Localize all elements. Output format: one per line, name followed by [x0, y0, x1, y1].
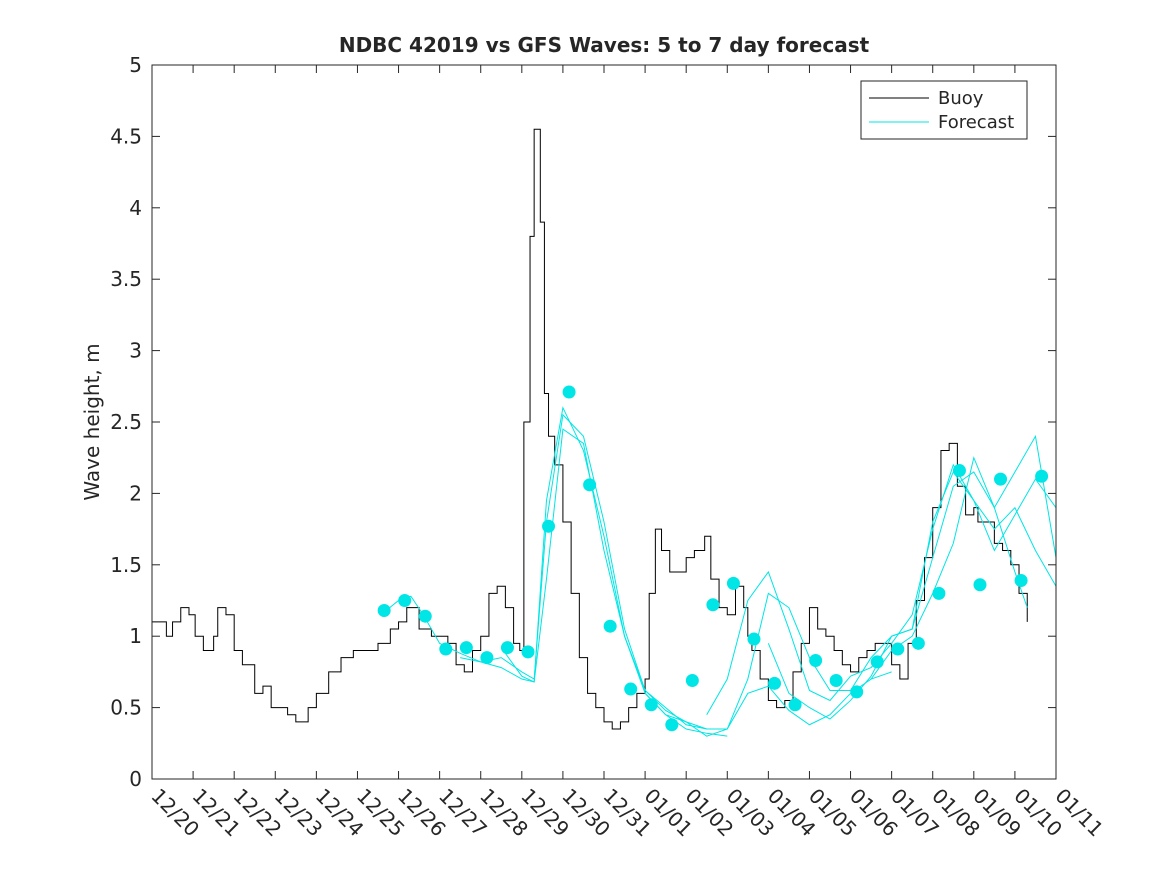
forecast-marker [480, 651, 494, 665]
y-axis-ticks: 0 0.5 1 1.5 2 2.5 3 3.5 4 4.5 5 [110, 53, 1056, 791]
forecast-marker [644, 698, 658, 712]
legend-buoy-label: Buoy [938, 88, 984, 109]
y-tick-label: 2.5 [110, 410, 142, 434]
forecast-marker [706, 598, 720, 612]
y-tick-label: 3 [129, 339, 142, 363]
forecast-line [767, 470, 1056, 720]
forecast-marker [398, 594, 412, 607]
y-tick-label: 1.5 [110, 553, 142, 577]
forecast-marker [850, 685, 864, 699]
y-tick-label: 4.5 [110, 124, 142, 148]
forecast-marker [603, 619, 617, 633]
forecast-marker [952, 464, 966, 478]
forecast-markers [377, 385, 1049, 732]
y-tick-label: 2 [129, 481, 142, 505]
forecast-marker [377, 603, 391, 617]
y-tick-label: 0 [129, 767, 142, 791]
y-tick-label: 3.5 [110, 267, 142, 291]
forecast-marker [747, 632, 761, 646]
forecast-marker [726, 576, 740, 590]
forecast-marker [439, 642, 453, 656]
forecast-marker [521, 645, 535, 659]
forecast-marker [870, 655, 884, 669]
forecast-marker [973, 578, 987, 592]
y-tick-label: 5 [129, 53, 142, 77]
forecast-line [460, 406, 728, 737]
forecast-marker [768, 676, 782, 690]
forecast-marker [932, 586, 946, 600]
buoy-line [152, 128, 1028, 730]
legend: Buoy Forecast [860, 80, 1028, 140]
forecast-marker [809, 653, 823, 667]
chart-title: NDBC 42019 vs GFS Waves: 5 to 7 day fore… [339, 33, 870, 57]
forecast-marker [891, 642, 905, 656]
forecast-marker [1035, 469, 1049, 483]
buoy-series [152, 128, 1028, 730]
legend-forecast-label: Forecast [938, 112, 1014, 133]
y-axis-label: Wave height, m [80, 343, 104, 500]
forecast-marker [562, 385, 576, 399]
forecast-marker [624, 682, 638, 696]
y-tick-label: 4 [129, 196, 142, 220]
forecast-marker [788, 698, 802, 712]
forecast-marker [459, 641, 473, 655]
legend-box [860, 80, 1028, 140]
forecast-marker [685, 673, 699, 687]
plot-area [152, 65, 1056, 779]
forecast-marker [911, 636, 925, 650]
forecast-marker [418, 609, 432, 623]
forecast-marker [829, 673, 843, 687]
y-tick-label: 1 [129, 624, 142, 648]
y-tick-label: 0.5 [110, 696, 142, 720]
forecast-marker [542, 519, 556, 533]
forecast-marker [1014, 574, 1028, 588]
forecast-marker [500, 641, 514, 655]
forecast-marker [665, 718, 679, 732]
forecast-marker [583, 478, 597, 492]
forecast-marker [994, 472, 1008, 486]
